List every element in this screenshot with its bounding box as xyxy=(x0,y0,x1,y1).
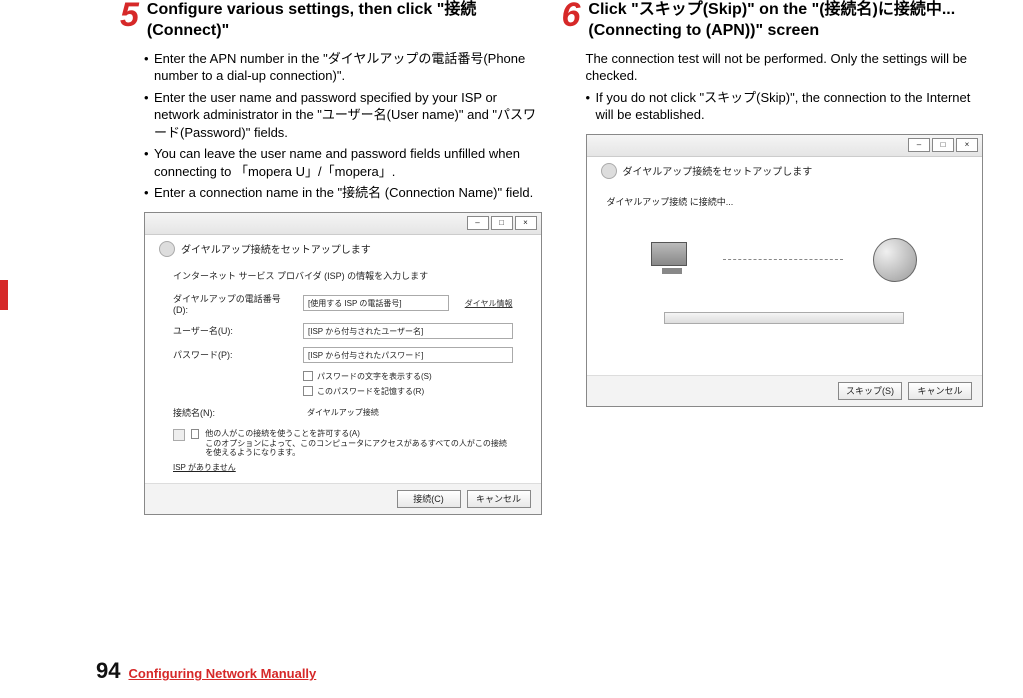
step-6-desc: The connection test will not be performe… xyxy=(586,50,984,85)
step-6-column: 6 Click "スキップ(Skip)" on the "(接続名)に接続中..… xyxy=(562,0,984,515)
back-icon[interactable] xyxy=(159,241,175,257)
perm-desc: このオプションによって、このコンピュータにアクセスがあるすべての人がこの接続を使… xyxy=(205,439,512,458)
back-icon[interactable] xyxy=(601,163,617,179)
connname-row: 接続名(N): ダイヤルアップ接続 xyxy=(173,405,513,421)
connection-graphic xyxy=(607,238,963,282)
phone-label: ダイヤルアップの電話番号(D): xyxy=(173,292,293,315)
close-icon[interactable]: × xyxy=(515,216,537,230)
shield-icon xyxy=(173,429,185,441)
dial-rules-link[interactable]: ダイヤル情報 xyxy=(465,298,513,309)
user-row: ユーザー名(U): [ISP から付与されたユーザー名] xyxy=(173,323,513,339)
step-6-dialog-screenshot: – □ × ダイヤルアップ接続をセットアップします ダイヤルアップ接続 に接続中… xyxy=(586,134,984,407)
page-footer: 94 Configuring Network Manually xyxy=(96,658,316,684)
phone-row: ダイヤルアップの電話番号(D): [使用する ISP の電話番号] ダイヤル情報 xyxy=(173,292,513,315)
footer-title: Configuring Network Manually xyxy=(128,666,316,681)
step-6-number: 6 xyxy=(562,0,581,32)
step-6-header: 6 Click "スキップ(Skip)" on the "(接続名)に接続中..… xyxy=(562,0,984,42)
step-5-number: 5 xyxy=(120,0,139,32)
dialog-title: ダイヤルアップ接続をセットアップします xyxy=(181,241,371,256)
user-label: ユーザー名(U): xyxy=(173,324,293,337)
step-5-dialog-screenshot: – □ × ダイヤルアップ接続をセットアップします インターネット サービス プ… xyxy=(144,212,542,515)
step-5-title: Configure various settings, then click "… xyxy=(147,0,542,42)
pass-input[interactable]: [ISP から付与されたパスワード] xyxy=(303,347,513,363)
permission-row: 他の人がこの接続を使うことを許可する(A) このオプションによって、このコンピュ… xyxy=(173,429,513,458)
computer-icon xyxy=(651,242,693,278)
step-5-column: 5 Configure various settings, then click… xyxy=(120,0,542,515)
pass-label: パスワード(P): xyxy=(173,348,293,361)
minimize-icon[interactable]: – xyxy=(467,216,489,230)
cancel-button[interactable]: キャンセル xyxy=(908,382,972,400)
user-input[interactable]: [ISP から付与されたユーザー名] xyxy=(303,323,513,339)
bullet-item: Enter the APN number in the "ダイヤルアップの電話番… xyxy=(144,50,542,85)
connect-button[interactable]: 接続(C) xyxy=(397,490,461,508)
section-tab xyxy=(0,280,8,310)
dialog-button-bar: 接続(C) キャンセル xyxy=(145,483,541,514)
no-isp-link[interactable]: ISP がありません xyxy=(173,462,236,473)
connname-label: 接続名(N): xyxy=(173,406,293,419)
step-5-header: 5 Configure various settings, then click… xyxy=(120,0,542,42)
close-icon[interactable]: × xyxy=(956,138,978,152)
connection-line-icon xyxy=(723,259,843,260)
bullet-item: If you do not click "スキップ(Skip)", the co… xyxy=(586,89,984,124)
dialog-button-bar: スキップ(S) キャンセル xyxy=(587,375,983,406)
show-pass-row: パスワードの文字を表示する(S) xyxy=(303,371,513,382)
bullet-item: Enter a connection name in the "接続名 (Con… xyxy=(144,184,542,202)
dialog-header: ダイヤルアップ接続をセットアップします xyxy=(587,157,983,185)
window-titlebar: – □ × xyxy=(587,135,983,157)
progress-bar xyxy=(664,312,904,324)
window-titlebar: – □ × xyxy=(145,213,541,235)
maximize-icon[interactable]: □ xyxy=(491,216,513,230)
remember-pass-row: このパスワードを記憶する(R) xyxy=(303,386,513,397)
minimize-icon[interactable]: – xyxy=(908,138,930,152)
permission-text: 他の人がこの接続を使うことを許可する(A) このオプションによって、このコンピュ… xyxy=(205,429,512,458)
dialog-body: インターネット サービス プロバイダ (ISP) の情報を入力します ダイヤルア… xyxy=(145,263,541,483)
bullet-item: Enter the user name and password specifi… xyxy=(144,89,542,142)
phone-input[interactable]: [使用する ISP の電話番号] xyxy=(303,295,449,311)
dialog-title: ダイヤルアップ接続をセットアップします xyxy=(623,163,813,178)
dialog-body: ダイヤルアップ接続 に接続中... xyxy=(587,185,983,375)
show-pass-checkbox[interactable] xyxy=(303,371,313,381)
pass-row: パスワード(P): [ISP から付与されたパスワード] xyxy=(173,347,513,363)
globe-icon xyxy=(873,238,917,282)
bullet-item: You can leave the user name and password… xyxy=(144,145,542,180)
dialog-subtitle: インターネット サービス プロバイダ (ISP) の情報を入力します xyxy=(173,269,513,282)
show-pass-label: パスワードの文字を表示する(S) xyxy=(317,371,432,382)
page-number: 94 xyxy=(96,658,120,684)
step-6-bullets: If you do not click "スキップ(Skip)", the co… xyxy=(586,89,984,124)
allow-others-checkbox[interactable] xyxy=(191,429,199,439)
dialog-header: ダイヤルアップ接続をセットアップします xyxy=(145,235,541,263)
connname-input[interactable]: ダイヤルアップ接続 xyxy=(303,405,513,421)
perm-checkbox-label: 他の人がこの接続を使うことを許可する(A) xyxy=(205,429,512,439)
step-6-title: Click "スキップ(Skip)" on the "(接続名)に接続中... … xyxy=(588,0,983,42)
connecting-text: ダイヤルアップ接続 に接続中... xyxy=(607,195,963,208)
page-content: 5 Configure various settings, then click… xyxy=(0,0,1023,515)
remember-pass-label: このパスワードを記憶する(R) xyxy=(317,386,424,397)
skip-button[interactable]: スキップ(S) xyxy=(838,382,902,400)
maximize-icon[interactable]: □ xyxy=(932,138,954,152)
step-5-bullets: Enter the APN number in the "ダイヤルアップの電話番… xyxy=(144,50,542,202)
cancel-button[interactable]: キャンセル xyxy=(467,490,531,508)
remember-pass-checkbox[interactable] xyxy=(303,386,313,396)
